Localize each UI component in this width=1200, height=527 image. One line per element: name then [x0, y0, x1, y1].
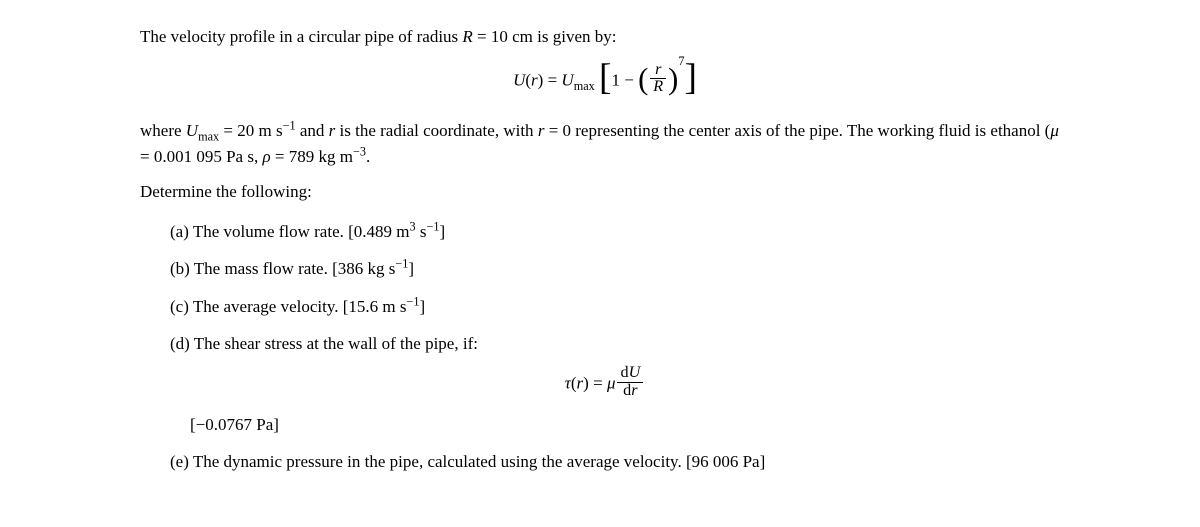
e-label: (e)	[170, 452, 189, 471]
Umax-val: = 20 m s	[219, 121, 282, 140]
eq1-Umax-sub: max	[574, 78, 595, 92]
rho: ρ	[262, 147, 270, 166]
a-neg1: −1	[427, 219, 440, 233]
right-bracket: ]	[684, 57, 696, 98]
equation-shear: τ(r) = μdUdr	[140, 367, 1070, 402]
tau-r: r	[577, 373, 584, 392]
d-label: (d)	[170, 334, 190, 353]
intro-paragraph: The velocity profile in a circular pipe …	[140, 24, 1070, 50]
eq1-frac: rR	[650, 62, 666, 97]
R-value: = 10 cm is given by:	[473, 27, 617, 46]
item-a: (a) The volume flow rate. [0.489 m3 s−1]	[170, 219, 1070, 245]
eq1-one-minus: 1 −	[611, 70, 638, 89]
eq2-den: dr	[617, 382, 643, 400]
where-paragraph: where Umax = 20 m s−1 and r is the radia…	[140, 118, 1070, 169]
item-c: (c) The average velocity. [15.6 m s−1]	[170, 294, 1070, 320]
eq1-r: r	[531, 70, 538, 89]
where-3: is the radial coordinate, with	[335, 121, 538, 140]
eq1-U: U	[513, 70, 525, 89]
Umax-sub: max	[198, 130, 219, 144]
item-e: (e) The dynamic pressure in the pipe, ca…	[170, 449, 1070, 475]
dU-d: d	[620, 364, 628, 381]
eq1-eq: =	[543, 70, 561, 89]
var-R: R	[462, 27, 472, 46]
eq2-frac: dUdr	[617, 365, 643, 400]
eq1-Umax: U	[561, 70, 573, 89]
b-neg1: −1	[395, 257, 408, 271]
a-close: ]	[440, 222, 446, 241]
item-d: (d) The shear stress at the wall of the …	[170, 331, 1070, 437]
eq2-num: dU	[617, 365, 643, 382]
dr-r: r	[631, 382, 637, 399]
r0: = 0 representing the center axis of the …	[544, 121, 1050, 140]
b-close: ]	[408, 259, 414, 278]
left-paren: (	[638, 62, 648, 96]
neg3: −3	[353, 144, 366, 158]
b-label: (b)	[170, 259, 190, 278]
b-text: The mass flow rate. [386 kg s	[190, 259, 396, 278]
c-neg1: −1	[407, 294, 420, 308]
a-label: (a)	[170, 222, 189, 241]
Umax-U: U	[186, 121, 198, 140]
eq2-eq: =	[589, 373, 607, 392]
c-close: ]	[420, 297, 426, 316]
period: .	[366, 147, 370, 166]
left-bracket: [	[599, 57, 611, 98]
where-2: and	[296, 121, 329, 140]
e-text: The dynamic pressure in the pipe, calcul…	[189, 452, 765, 471]
a-unit: s	[416, 222, 427, 241]
eq2-mu: μ	[607, 373, 616, 392]
a-text: The volume flow rate. [0.489 m	[189, 222, 410, 241]
c-label: (c)	[170, 297, 189, 316]
frac-num: r	[650, 62, 666, 79]
determine-line: Determine the following:	[140, 179, 1070, 205]
mu-val: = 0.001 095 Pa s,	[140, 147, 262, 166]
tau: τ	[565, 373, 571, 392]
neg1-a: −1	[283, 119, 296, 133]
right-paren: )	[668, 62, 678, 96]
d-answer: [−0.0767 Pa]	[190, 412, 1070, 438]
c-text: The average velocity. [15.6 m s	[189, 297, 407, 316]
equation-velocity-profile: U(r) = Umax [1 − (rR)7]	[140, 64, 1070, 99]
intro-text: The velocity profile in a circular pipe …	[140, 27, 462, 46]
dU-U: U	[629, 364, 641, 381]
mu: μ	[1050, 121, 1059, 140]
rho-val: = 789 kg m	[271, 147, 353, 166]
d-text: The shear stress at the wall of the pipe…	[190, 334, 478, 353]
question-list: (a) The volume flow rate. [0.489 m3 s−1]…	[170, 219, 1070, 475]
frac-den: R	[650, 78, 666, 96]
item-b: (b) The mass flow rate. [386 kg s−1]	[170, 256, 1070, 282]
where-1: where	[140, 121, 186, 140]
